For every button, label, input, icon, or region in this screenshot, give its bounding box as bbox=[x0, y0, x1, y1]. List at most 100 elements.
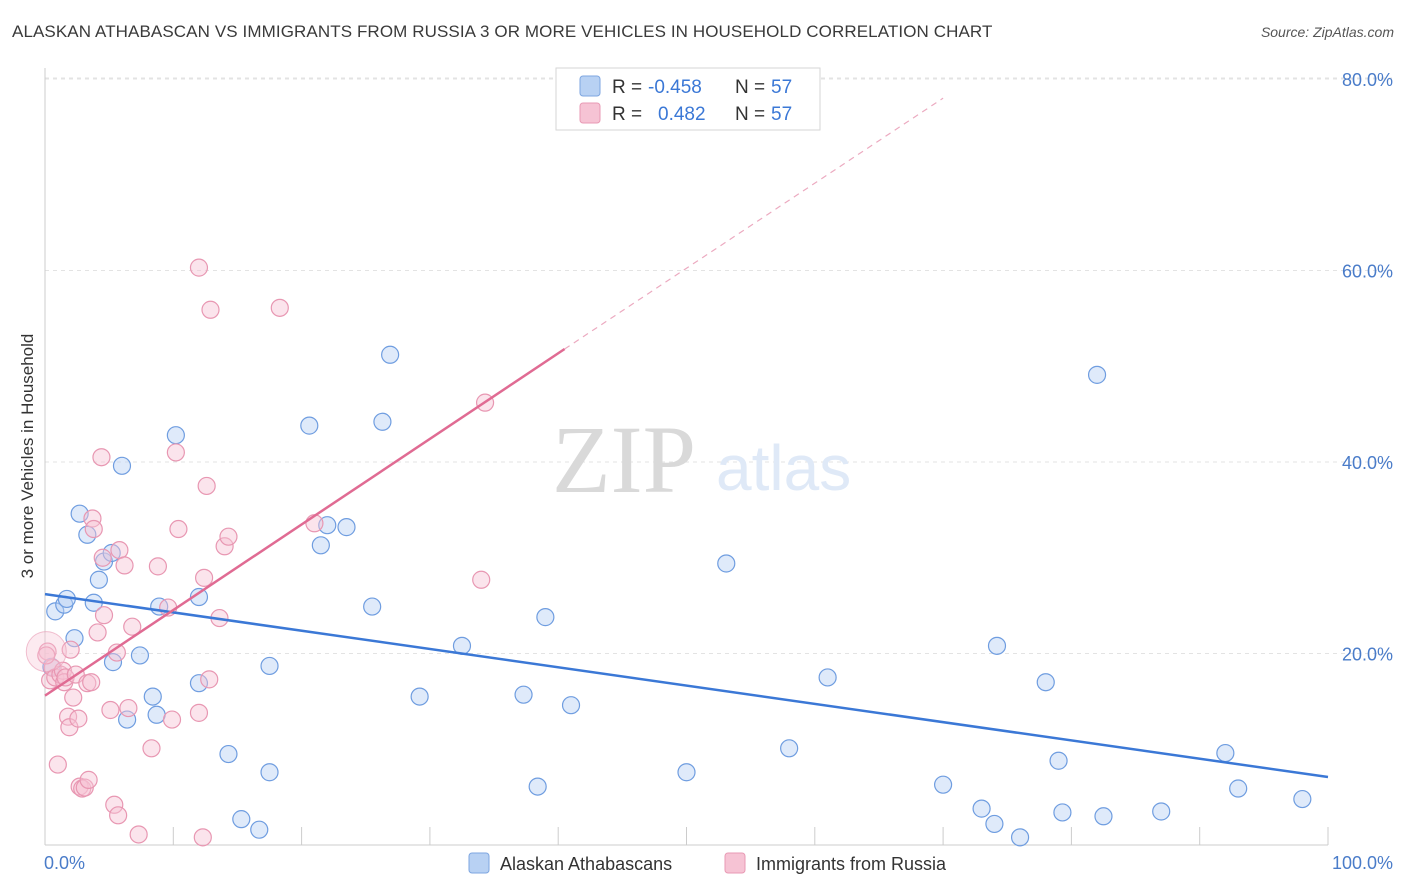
athabascan-point-35 bbox=[514, 685, 533, 704]
athabascan-point-38 bbox=[561, 696, 581, 715]
watermark-zip: ZIP bbox=[552, 406, 696, 513]
athabascan-point-30 bbox=[363, 597, 382, 616]
legend-n-value-1: 57 bbox=[771, 77, 792, 98]
russia-point-28 bbox=[105, 795, 124, 814]
series-legend-swatch-pink bbox=[724, 852, 746, 874]
athabascan-point-15 bbox=[143, 687, 162, 706]
russia-point-23 bbox=[88, 623, 107, 642]
legend-swatch-pink bbox=[579, 102, 601, 124]
points-layer bbox=[25, 258, 1312, 847]
russia-point-30 bbox=[109, 806, 128, 825]
russia-point-39 bbox=[162, 710, 182, 729]
legend-r-value-2: 0.482 bbox=[658, 104, 706, 125]
athabascan-point-24 bbox=[260, 763, 279, 782]
watermark: ZIP atlas bbox=[552, 406, 851, 513]
russia-point-19 bbox=[79, 770, 98, 789]
athabascan-point-22 bbox=[232, 810, 251, 829]
russia-point-25 bbox=[93, 548, 112, 567]
athabascan-point-4 bbox=[65, 629, 84, 648]
legend-r-label-2: R = bbox=[612, 104, 642, 125]
athabascan-point-25 bbox=[260, 656, 279, 676]
russia-point-cluster bbox=[25, 631, 67, 673]
athabascan-point-21 bbox=[219, 744, 238, 764]
y-tick-label-0: 20.0% bbox=[1342, 645, 1393, 665]
athabascan-point-20 bbox=[189, 674, 209, 693]
series-legend-swatch-blue bbox=[468, 852, 490, 874]
legend-n-label-1: N = bbox=[735, 77, 765, 98]
athabascan-point-46 bbox=[987, 636, 1007, 655]
athabascan-point-27 bbox=[311, 536, 330, 555]
athabascan-point-47 bbox=[1010, 828, 1030, 847]
athabascan-point-52 bbox=[1087, 365, 1107, 384]
russia-point-26 bbox=[94, 606, 114, 625]
russia-point-33 bbox=[119, 698, 138, 718]
russia-point-37 bbox=[148, 557, 168, 576]
trend-layer bbox=[44, 97, 1329, 779]
athabascan-point-48 bbox=[1036, 673, 1055, 692]
axes-layer: 20.0% 40.0% 60.0% 80.0% 0.0% 100.0% bbox=[44, 68, 1393, 873]
athabascan-point-54 bbox=[1216, 743, 1235, 763]
athabascan-point-29 bbox=[337, 518, 356, 537]
russia-point-20 bbox=[82, 673, 101, 692]
x-tick-label-max: 100.0% bbox=[1332, 853, 1393, 873]
series-0-points bbox=[42, 345, 1312, 847]
athabascan-point-44 bbox=[972, 799, 991, 818]
series-1-points bbox=[37, 258, 495, 847]
russia-point-47 bbox=[200, 670, 219, 689]
athabascan-point-18 bbox=[166, 426, 185, 445]
athabascan-point-11 bbox=[103, 653, 123, 672]
athabascan-point-50 bbox=[1053, 803, 1072, 822]
legend-swatch-blue bbox=[579, 75, 601, 97]
chart-title: ALASKAN ATHABASCAN VS IMMIGRANTS FROM RU… bbox=[12, 22, 993, 41]
y-tick-label-2: 60.0% bbox=[1342, 262, 1393, 282]
russia-point-43 bbox=[189, 703, 209, 722]
russia-point-12 bbox=[64, 688, 83, 707]
russia-point-56 bbox=[37, 646, 56, 665]
athabascan-point-55 bbox=[1229, 779, 1248, 798]
russia-point-24 bbox=[92, 448, 111, 467]
source-credit: Source: ZipAtlas.com bbox=[1260, 24, 1394, 40]
x-tick-label-min: 0.0% bbox=[44, 853, 85, 873]
athabascan-point-31 bbox=[373, 412, 392, 431]
russia-point-40 bbox=[166, 443, 185, 462]
athabascan-point-19 bbox=[189, 587, 209, 607]
athabascan-point-56 bbox=[1293, 789, 1312, 809]
russia-point-34 bbox=[123, 617, 142, 636]
legend-r-label-1: R = bbox=[612, 77, 642, 98]
athabascan-point-36 bbox=[528, 777, 547, 796]
athabascan-point-41 bbox=[780, 739, 799, 758]
russia-point-45 bbox=[194, 568, 214, 587]
legend-n-label-2: N = bbox=[735, 104, 765, 125]
athabascan-point-32 bbox=[381, 345, 400, 364]
russia-point-50 bbox=[215, 537, 234, 556]
y-tick-label-1: 40.0% bbox=[1342, 453, 1393, 473]
series-1-trendline bbox=[44, 347, 566, 697]
russia-point-42 bbox=[189, 258, 209, 277]
russia-point-4 bbox=[48, 755, 67, 774]
athabascan-point-14 bbox=[130, 646, 150, 665]
athabascan-point-26 bbox=[300, 416, 319, 435]
athabascan-point-8 bbox=[89, 570, 108, 589]
series-1-trendline-extension bbox=[564, 97, 944, 350]
russia-point-15 bbox=[70, 777, 89, 796]
russia-point-22 bbox=[84, 519, 103, 539]
athabascan-point-49 bbox=[1049, 751, 1068, 770]
athabascan-point-43 bbox=[933, 775, 953, 794]
russia-point-3 bbox=[46, 668, 65, 687]
athabascan-point-1 bbox=[46, 602, 65, 621]
athabascan-point-51 bbox=[1094, 807, 1113, 826]
russia-point-36 bbox=[142, 739, 161, 758]
russia-point-54 bbox=[472, 570, 491, 589]
legend-r-value-1: -0.458 bbox=[648, 77, 702, 98]
athabascan-point-53 bbox=[1152, 802, 1171, 821]
series-0-trendline bbox=[44, 592, 1329, 779]
russia-point-52 bbox=[270, 298, 289, 317]
y-tick-label-3: 80.0% bbox=[1342, 70, 1393, 90]
athabascan-point-13 bbox=[118, 710, 137, 729]
russia-point-44 bbox=[193, 828, 212, 847]
russia-point-31 bbox=[110, 540, 129, 560]
russia-point-32 bbox=[115, 556, 134, 575]
russia-point-41 bbox=[169, 519, 188, 539]
athabascan-point-33 bbox=[410, 687, 429, 706]
